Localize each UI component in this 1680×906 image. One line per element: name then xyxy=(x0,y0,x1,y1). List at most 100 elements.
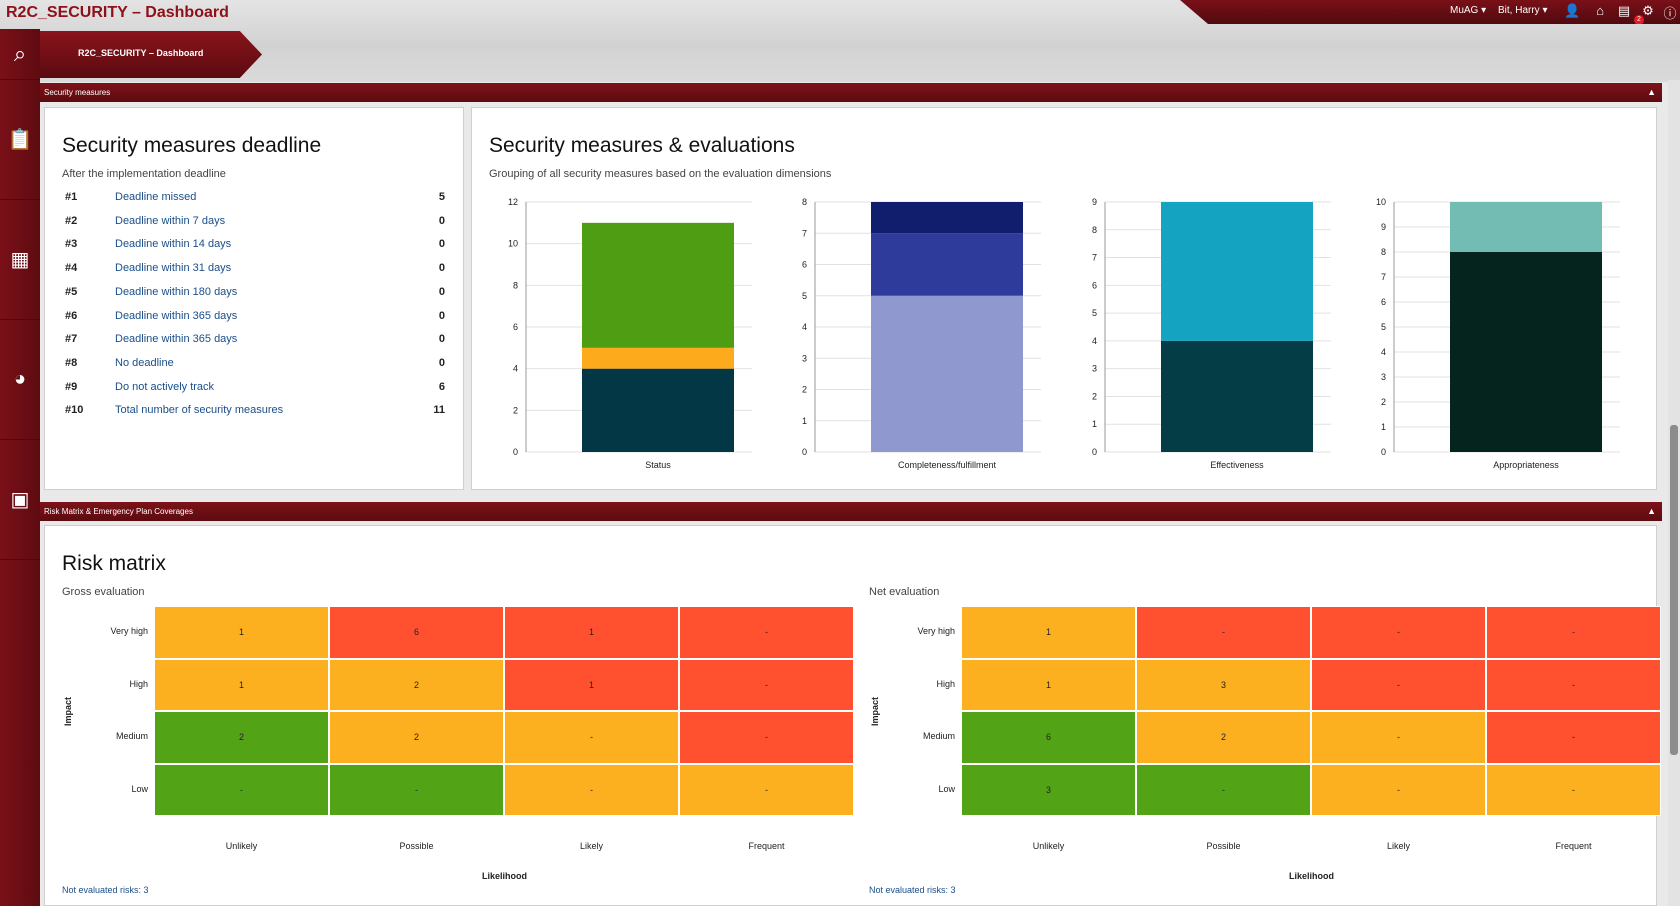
deadline-row[interactable]: #8 No deadline 0 xyxy=(65,357,445,375)
matrix-cell[interactable]: 1 xyxy=(961,658,1136,711)
matrix-cell[interactable]: 3 xyxy=(1136,658,1311,711)
chart-status: 0 2 4 6 8 10 12 Status xyxy=(492,190,762,485)
deadline-row-link[interactable]: Deadline within 7 days xyxy=(115,214,226,227)
y-tick-label: 8 xyxy=(1092,225,1097,235)
collapse-icon[interactable]: ▲ xyxy=(1647,87,1656,97)
y-tick-label: 0 xyxy=(802,447,807,457)
matrix-cell[interactable]: - xyxy=(679,711,854,764)
section-header-risk[interactable]: Risk Matrix & Emergency Plan Coverages ▲ xyxy=(40,502,1662,521)
matrix-cell[interactable]: 3 xyxy=(961,763,1136,816)
net-not-evaluated-link[interactable]: Not evaluated risks: 3 xyxy=(869,885,956,895)
report-icon[interactable]: ▣ xyxy=(0,440,40,560)
deadline-row[interactable]: #2 Deadline within 7 days 0 xyxy=(65,215,445,233)
y-tick-label: 9 xyxy=(1092,197,1097,207)
matrix-cell[interactable]: - xyxy=(1136,606,1311,659)
y-tick-label: 8 xyxy=(802,197,807,207)
deadline-row[interactable]: #5 Deadline within 180 days 0 xyxy=(65,286,445,304)
deadline-row-value: 0 xyxy=(438,214,445,227)
matrix-cell[interactable]: - xyxy=(1486,763,1661,816)
deadline-row-value: 0 xyxy=(438,285,445,298)
matrix-cell[interactable]: - xyxy=(679,658,854,711)
deadline-row[interactable]: #4 Deadline within 31 days 0 xyxy=(65,262,445,280)
user-toolbar: MuAG ▾ Bit, Harry ▾ 👤 ⌂ ▤ 2 ⚙ ⓘ xyxy=(1180,0,1680,24)
matrix-cell[interactable]: 6 xyxy=(329,606,504,659)
deadline-row-link[interactable]: Deadline within 14 days xyxy=(115,238,232,251)
bar-segment[interactable] xyxy=(1161,340,1313,452)
deadline-row[interactable]: #10 Total number of security measures 11 xyxy=(65,404,445,422)
user-menu[interactable]: Bit, Harry ▾ xyxy=(1498,5,1548,16)
matrix-cell[interactable]: - xyxy=(1486,658,1661,711)
matrix-cell[interactable]: - xyxy=(679,606,854,659)
calendar-icon[interactable]: ▦ xyxy=(0,200,40,320)
breadcrumb[interactable]: R2C_SECURITY – Dashboard xyxy=(40,31,262,78)
y-tick-label: 1 xyxy=(1381,422,1386,432)
section-header-security[interactable]: Security measures ▲ xyxy=(40,83,1662,102)
bar-segment[interactable] xyxy=(582,222,734,348)
clipboard-icon[interactable]: ▤ xyxy=(1617,3,1631,18)
matrix-cell[interactable]: - xyxy=(504,763,679,816)
matrix-cell[interactable]: - xyxy=(1311,606,1486,659)
matrix-cell[interactable]: 1 xyxy=(154,658,329,711)
user-icon[interactable]: 👤 xyxy=(1564,3,1581,18)
deadline-row-link[interactable]: Deadline within 365 days xyxy=(115,333,238,346)
bar-segment[interactable] xyxy=(582,368,734,452)
notification-badge: 2 xyxy=(1634,15,1644,24)
matrix-cell[interactable]: 6 xyxy=(961,711,1136,764)
gear-icon[interactable]: ⚙ xyxy=(1642,3,1654,18)
bar-segment[interactable] xyxy=(582,347,734,369)
bar-segment[interactable] xyxy=(871,233,1023,296)
matrix-cell[interactable]: - xyxy=(679,763,854,816)
matrix-cell[interactable]: - xyxy=(504,711,679,764)
deadline-row-link[interactable]: Deadline within 365 days xyxy=(115,309,238,322)
deadline-row-link[interactable]: Total number of security measures xyxy=(115,404,284,417)
matrix-cell[interactable]: 2 xyxy=(154,711,329,764)
deadline-row-number: #6 xyxy=(65,309,78,322)
deadline-row-link[interactable]: Deadline within 180 days xyxy=(115,285,238,298)
matrix-cell[interactable]: 2 xyxy=(329,658,504,711)
home-icon[interactable]: ⌂ xyxy=(1596,3,1604,18)
bar-segment[interactable] xyxy=(871,295,1023,452)
bar-segment[interactable] xyxy=(1450,252,1602,452)
info-icon[interactable]: ⓘ xyxy=(1663,6,1677,21)
deadline-row[interactable]: #6 Deadline within 365 days 0 xyxy=(65,310,445,328)
matrix-cell[interactable]: - xyxy=(154,763,329,816)
bar-segment[interactable] xyxy=(871,202,1023,234)
matrix-cell[interactable]: 2 xyxy=(1136,711,1311,764)
matrix-cell[interactable]: - xyxy=(1486,711,1661,764)
vertical-scrollbar[interactable] xyxy=(1668,80,1680,906)
deadline-row[interactable]: #9 Do not actively track 6 xyxy=(65,381,445,399)
chart-appropriateness: 0 1 2 3 4 5 6 7 8 9 10 Appropriateness xyxy=(1360,190,1630,485)
deadline-row[interactable]: #1 Deadline missed 5 xyxy=(65,191,445,209)
matrix-cell[interactable]: - xyxy=(1311,763,1486,816)
bar-segment[interactable] xyxy=(1161,202,1313,341)
gross-not-evaluated-link[interactable]: Not evaluated risks: 3 xyxy=(62,885,149,895)
y-tick-label: 6 xyxy=(802,260,807,270)
matrix-cell[interactable]: - xyxy=(1311,711,1486,764)
bar-segment[interactable] xyxy=(1450,202,1602,252)
deadline-row-link[interactable]: Deadline missed xyxy=(115,191,197,203)
org-selector[interactable]: MuAG ▾ xyxy=(1450,5,1487,16)
deadline-row-link[interactable]: No deadline xyxy=(115,356,174,369)
deadline-row-value: 0 xyxy=(438,309,445,322)
matrix-cell[interactable]: 2 xyxy=(329,711,504,764)
y-tick-label: 10 xyxy=(1376,197,1386,207)
deadline-row[interactable]: #7 Deadline within 365 days 0 xyxy=(65,333,445,351)
measures-nav-icon[interactable]: 📋 xyxy=(0,80,40,200)
matrix-cell[interactable]: 1 xyxy=(504,658,679,711)
deadline-row-link[interactable]: Do not actively track xyxy=(115,380,215,393)
matrix-cell[interactable]: 1 xyxy=(154,606,329,659)
matrix-cell[interactable]: - xyxy=(1136,763,1311,816)
matrix-row-label: Medium xyxy=(922,731,955,742)
y-tick-label: 2 xyxy=(1092,391,1097,401)
scroll-thumb[interactable] xyxy=(1670,425,1678,755)
matrix-cell[interactable]: 1 xyxy=(961,606,1136,659)
pie-chart-icon[interactable]: ◕ xyxy=(0,320,40,440)
matrix-cell[interactable]: - xyxy=(1311,658,1486,711)
search-icon[interactable]: ⌕ xyxy=(0,29,40,80)
deadline-row-link[interactable]: Deadline within 31 days xyxy=(115,262,232,275)
collapse-icon[interactable]: ▲ xyxy=(1647,506,1656,516)
matrix-cell[interactable]: - xyxy=(1486,606,1661,659)
matrix-cell[interactable]: - xyxy=(329,763,504,816)
deadline-row[interactable]: #3 Deadline within 14 days 0 xyxy=(65,238,445,256)
matrix-cell[interactable]: 1 xyxy=(504,606,679,659)
